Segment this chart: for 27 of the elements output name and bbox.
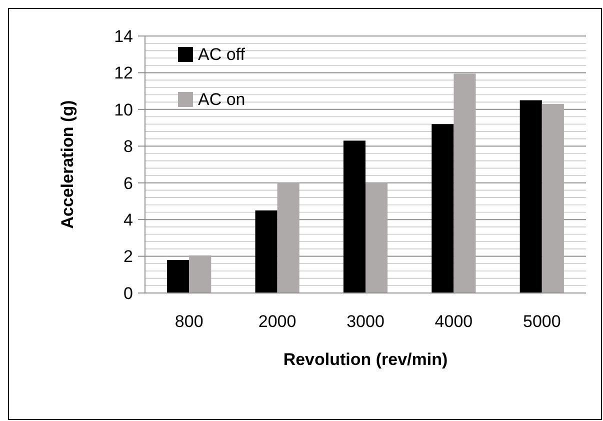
bar (520, 100, 542, 293)
x-tick-label: 4000 (434, 312, 473, 331)
bar (277, 182, 300, 293)
y-tick-label: 12 (114, 64, 133, 83)
x-tick-label: 5000 (522, 312, 561, 331)
legend-label: AC on (198, 90, 246, 109)
y-tick-label: 0 (124, 284, 133, 303)
y-tick-label: 4 (124, 210, 133, 230)
bar (432, 124, 454, 293)
bar (542, 104, 564, 293)
legend-label: AC off (198, 44, 246, 64)
bar (167, 260, 190, 293)
y-tick-label: 14 (114, 26, 133, 46)
x-tick-label: 2000 (258, 312, 296, 331)
y-tick-label: 6 (124, 174, 133, 193)
x-axis-title: Revolution (rev/min) (283, 350, 448, 369)
bar (366, 182, 388, 293)
x-tick-label: 3000 (346, 312, 384, 331)
y-axis-title: Acceleration (g) (58, 100, 77, 229)
y-tick-label: 8 (124, 137, 133, 156)
bar (255, 210, 278, 293)
bar (454, 74, 476, 293)
bar (343, 140, 366, 293)
y-tick-label: 10 (114, 100, 133, 120)
x-tick-label: 800 (174, 312, 204, 331)
y-tick-label: 2 (124, 247, 133, 266)
bar (189, 255, 212, 293)
